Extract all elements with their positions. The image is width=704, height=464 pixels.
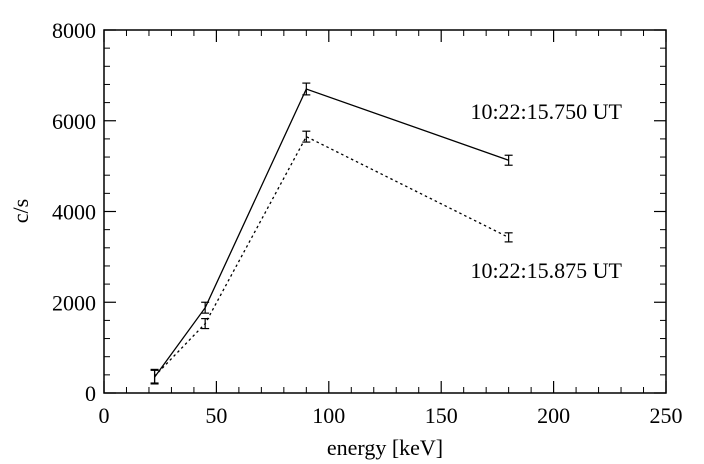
x-tick-label: 200 bbox=[537, 403, 570, 428]
series-line-1 bbox=[154, 88, 509, 378]
x-tick-label: 0 bbox=[99, 403, 110, 428]
plot-frame bbox=[103, 29, 667, 394]
error-bar bbox=[302, 130, 311, 143]
error-bar bbox=[504, 154, 513, 166]
y-tick-label: 0 bbox=[85, 381, 96, 406]
series-line-2 bbox=[154, 135, 509, 377]
error-bar bbox=[201, 317, 210, 330]
x-axis-title: energy [keV] bbox=[327, 435, 443, 460]
error-bar bbox=[504, 232, 513, 243]
x-tick-label: 250 bbox=[650, 403, 683, 428]
y-tick-label: 4000 bbox=[52, 200, 96, 225]
series-label-2: 10:22:15.875 UT bbox=[470, 258, 622, 283]
x-tick-label: 50 bbox=[205, 403, 227, 428]
y-tick-label: 2000 bbox=[52, 290, 96, 315]
error-bar bbox=[302, 82, 311, 96]
series-label-1: 10:22:15.750 UT bbox=[470, 99, 622, 124]
y-axis-title: c/s bbox=[8, 199, 33, 223]
series-layer bbox=[150, 82, 513, 385]
y-tick-label: 6000 bbox=[52, 109, 96, 134]
x-tick-label: 100 bbox=[312, 403, 345, 428]
error-bar bbox=[201, 301, 210, 314]
error-bar bbox=[150, 368, 159, 384]
y-tick-label: 8000 bbox=[52, 18, 96, 43]
x-tick-label: 150 bbox=[425, 403, 458, 428]
axis-ticks bbox=[103, 29, 667, 394]
tick-labels: 0 50 100 150 200 250 0 2000 4000 6000 8000 bbox=[52, 18, 683, 428]
